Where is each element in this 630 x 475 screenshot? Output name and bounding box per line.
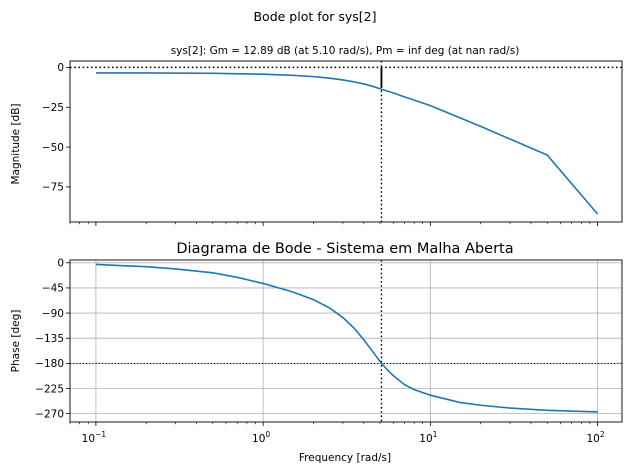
phase-x-ticks: 10−1 100 101 102 (69, 422, 605, 445)
ph-y-tick-label: −45 (42, 283, 64, 295)
magnitude-panel: sys[2]: Gm = 12.89 dB (at 5.10 rad/s), P… (10, 45, 623, 226)
phase-panel-title: Diagrama de Bode - Sistema em Malha Aber… (176, 241, 513, 257)
phase-y-ticks: 0 −45 −90 −135 −180 −225 −270 (35, 258, 70, 420)
x-tick-label: 101 (419, 430, 437, 445)
mag-y-tick-label: −75 (42, 182, 64, 194)
phase-y-axis-label: Phase [deg] (10, 310, 22, 373)
figure-suptitle: Bode plot for sys[2] (253, 9, 376, 24)
x-tick-label: 102 (586, 430, 604, 445)
x-tick-label: 100 (252, 430, 270, 445)
mag-y-tick-label: 0 (57, 62, 64, 74)
magnitude-x-ticks (69, 222, 598, 226)
phase-reference-lines (70, 260, 622, 422)
magnitude-reference-lines (70, 61, 622, 222)
magnitude-y-ticks: 0 −25 −50 −75 (42, 62, 70, 194)
phase-panel: Diagrama de Bode - Sistema em Malha Aber… (10, 241, 623, 464)
phase-x-axis-label: Frequency [rad/s] (299, 452, 391, 464)
ph-y-tick-label: −135 (35, 333, 64, 345)
phase-series-line (95, 263, 598, 413)
magnitude-panel-title: sys[2]: Gm = 12.89 dB (at 5.10 rad/s), P… (171, 45, 520, 57)
ph-y-tick-label: −90 (42, 308, 64, 320)
magnitude-series-line (95, 72, 599, 215)
phase-axes-frame (69, 259, 623, 423)
magnitude-axes-frame (69, 60, 623, 223)
ph-y-tick-label: −180 (35, 358, 64, 370)
ph-y-tick-label: −225 (35, 383, 64, 395)
ph-y-tick-label: 0 (57, 258, 64, 270)
x-tick-label: 10−1 (82, 430, 107, 445)
mag-y-tick-label: −50 (42, 142, 64, 154)
phase-grid (70, 260, 622, 422)
ph-y-tick-label: −270 (35, 408, 64, 420)
mag-y-tick-label: −25 (42, 102, 64, 114)
magnitude-y-axis-label: Magnitude [dB] (10, 103, 22, 184)
